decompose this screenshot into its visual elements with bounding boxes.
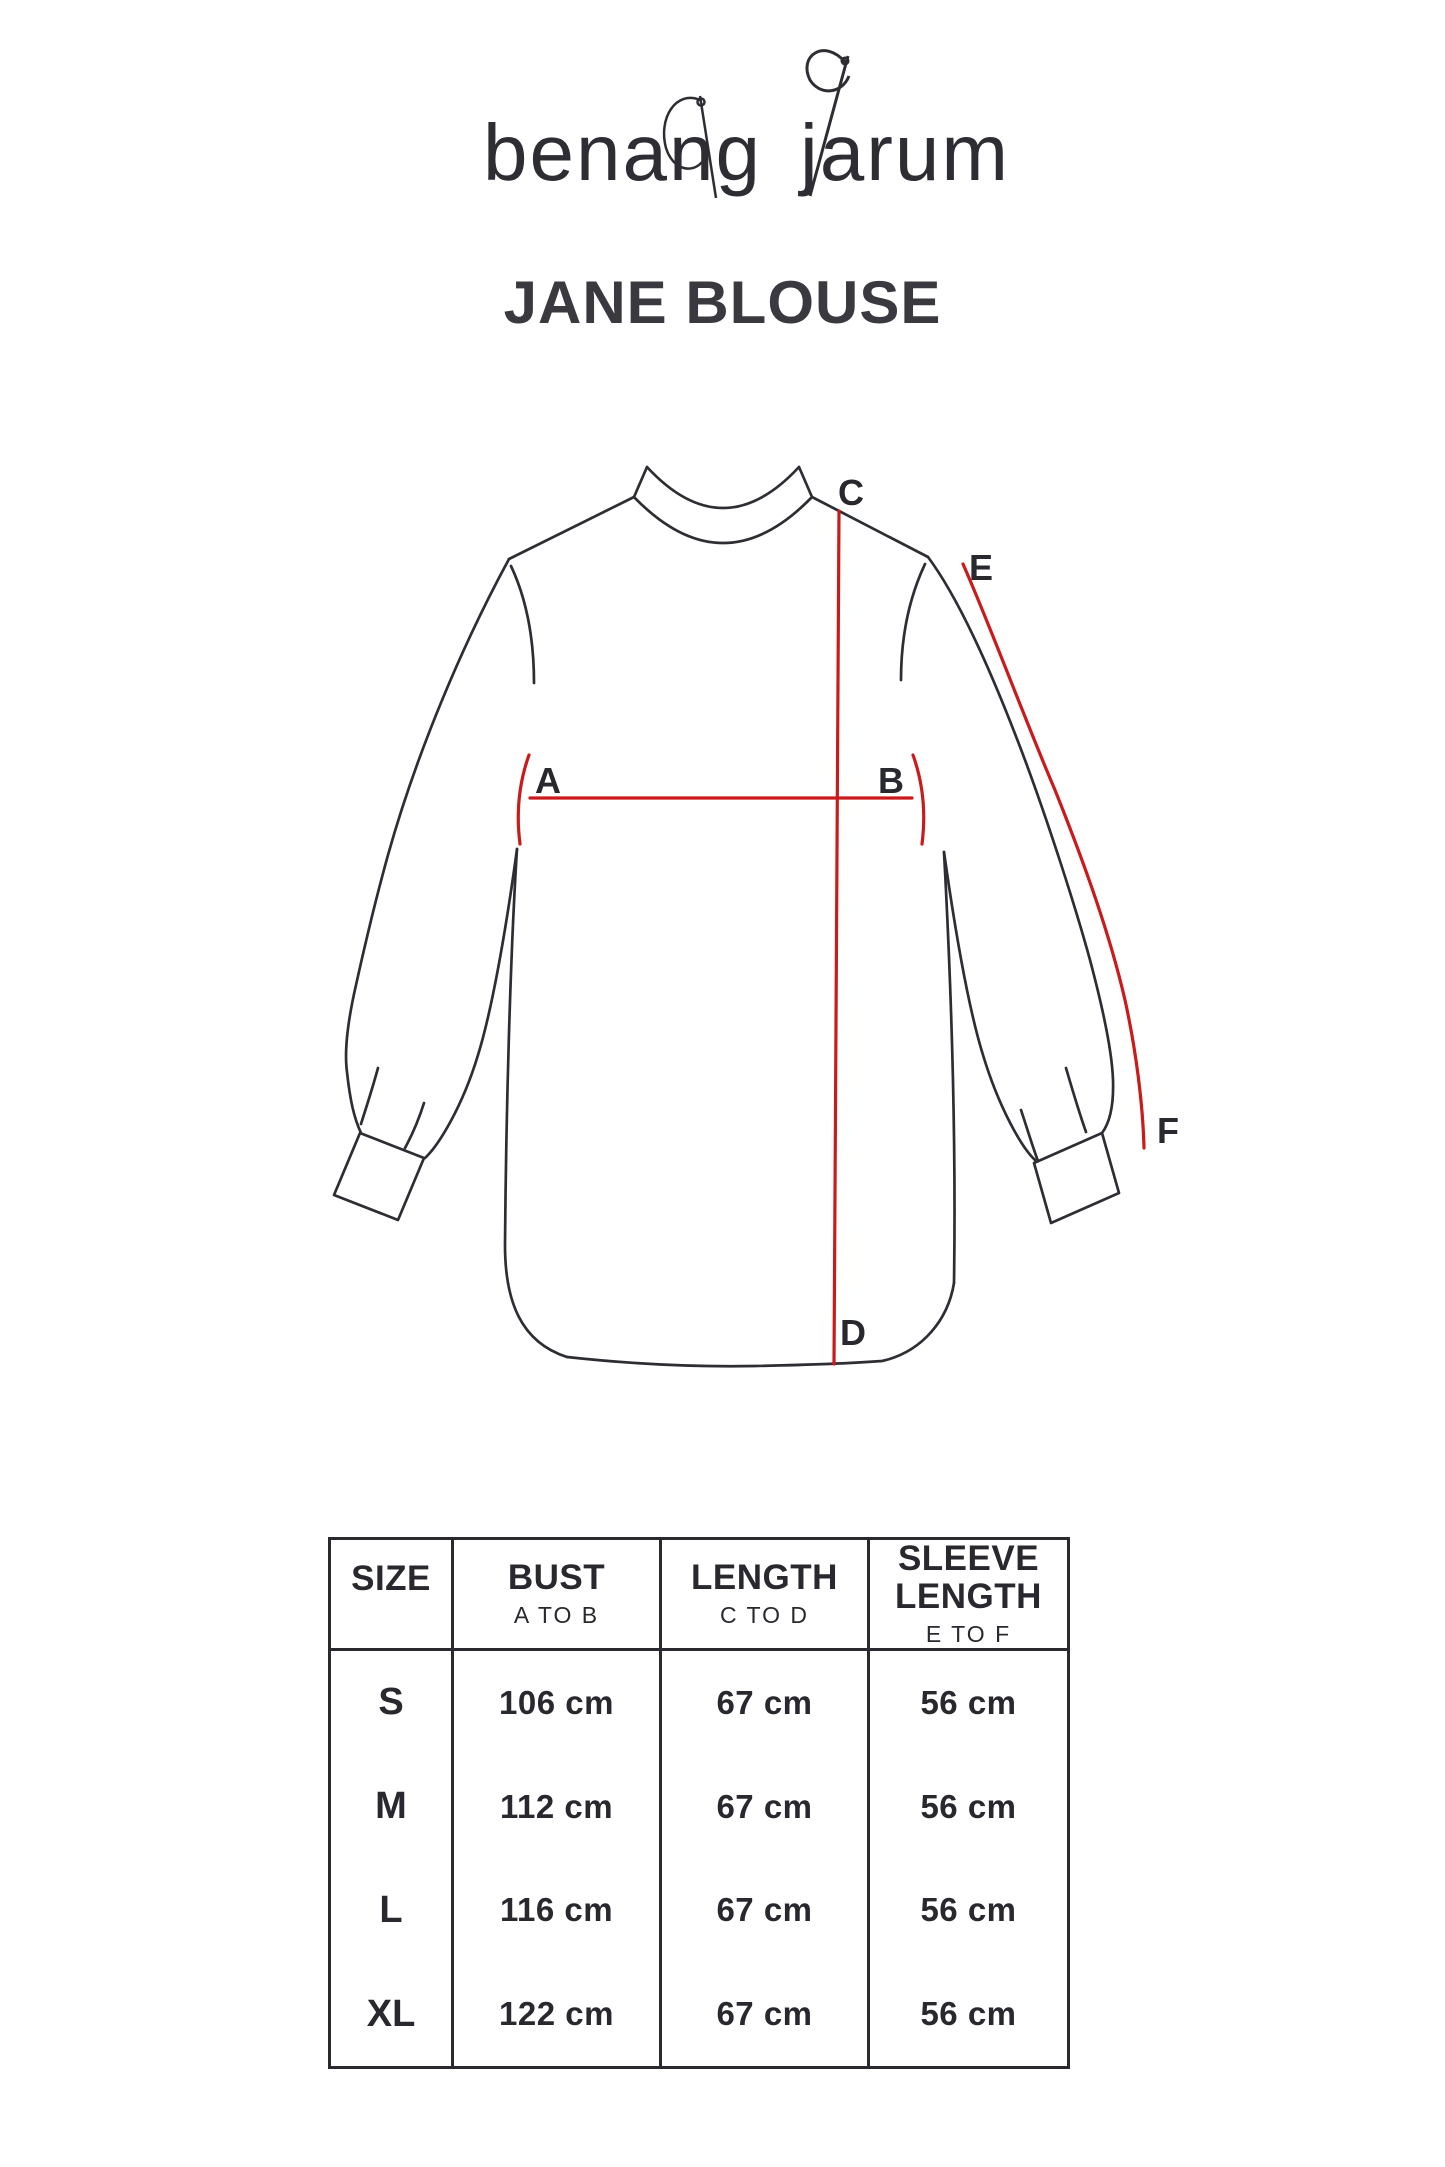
logo-word-benang: benang — [483, 108, 762, 197]
body-hem — [565, 1281, 956, 1368]
shoulder-right — [810, 495, 930, 559]
label-e: E — [969, 547, 993, 588]
column-header-label: SLEEVE LENGTH — [895, 1539, 1042, 1616]
needle-icon — [805, 49, 851, 197]
measurement-labels: A B C D E F — [535, 472, 1179, 1353]
cuff-right — [1032, 1131, 1121, 1225]
column-header-sublabel: A TO B — [513, 1602, 600, 1629]
label-f: F — [1157, 1110, 1179, 1151]
sleeve-left-gather-2 — [403, 1101, 426, 1150]
size-table: SIZE BUST A TO B LENGTH C TO D SLEEVE LE… — [328, 1537, 1070, 2069]
sleeve-right-inner — [942, 850, 1037, 1162]
sleeve-line-e-f — [961, 562, 1146, 1150]
body-right-edge — [942, 850, 956, 1285]
column-header-label: LENGTH — [691, 1557, 838, 1597]
table-cell-length: 67 cm — [659, 1651, 867, 1755]
measurement-lines — [516, 509, 1146, 1366]
armhole-seam-left — [509, 564, 536, 685]
label-b: B — [878, 760, 904, 801]
table-cell-length: 67 cm — [659, 1858, 867, 1963]
sleeve-right-outer — [926, 555, 1115, 1135]
collar-right-edge — [797, 465, 814, 499]
armhole-seam-right — [899, 562, 927, 682]
sleeve-right-gather-1 — [1064, 1066, 1088, 1134]
brand-logo: benang jarum — [483, 49, 1010, 199]
sleeve-right-gather-2 — [1019, 1108, 1040, 1163]
bust-bracket-b — [911, 753, 926, 846]
table-cell-length: 67 cm — [659, 1962, 867, 2066]
cuff-left — [332, 1131, 426, 1222]
label-a: A — [535, 760, 561, 801]
size-table-header-size: SIZE — [331, 1540, 451, 1651]
sleeve-left-inner — [423, 847, 519, 1160]
body-left-edge — [503, 847, 569, 1359]
sleeve-left-outer — [344, 557, 511, 1135]
table-cell-sleeve: 56 cm — [867, 1858, 1067, 1963]
column-header-label: BUST — [507, 1557, 606, 1597]
table-cell-sleeve: 56 cm — [867, 1962, 1067, 2066]
size-table-header-bust: BUST A TO B — [451, 1540, 659, 1651]
shoulder-left — [507, 495, 636, 561]
table-cell-bust: 106 cm — [451, 1651, 659, 1755]
bust-bracket-a — [516, 753, 531, 846]
label-c: C — [838, 472, 864, 513]
table-cell-size: XL — [366, 1992, 416, 2035]
collar-outer-arc — [645, 465, 801, 510]
thread-loop-icon — [662, 95, 718, 199]
table-cell-bust: 116 cm — [451, 1858, 659, 1963]
product-title: JANE BLOUSE — [503, 269, 942, 336]
table-cell-sleeve: 56 cm — [867, 1651, 1067, 1755]
table-cell-size: L — [379, 1888, 403, 1931]
logo-word-jarum: jarum — [798, 108, 1010, 197]
table-cell-size: S — [378, 1681, 404, 1724]
table-cell-bust: 122 cm — [451, 1962, 659, 2066]
collar-left-edge — [632, 465, 649, 499]
table-cell-length: 67 cm — [659, 1754, 867, 1859]
column-header-label: SIZE — [351, 1559, 431, 1599]
table-cell-size: M — [375, 1785, 407, 1828]
column-header-sublabel: E TO F — [925, 1620, 1012, 1647]
size-table-header-length: LENGTH C TO D — [659, 1540, 867, 1651]
collar-inner-arc — [632, 495, 814, 545]
table-cell-sleeve: 56 cm — [867, 1754, 1067, 1859]
length-line-c-d — [832, 509, 841, 1366]
table-cell-bust: 112 cm — [451, 1754, 659, 1859]
blouse-outline — [332, 465, 1121, 1368]
size-table-header-sleeve-length: SLEEVE LENGTH E TO F — [867, 1540, 1067, 1651]
column-header-sublabel: C TO D — [719, 1602, 810, 1629]
sleeve-left-gather-1 — [359, 1066, 380, 1126]
label-d: D — [840, 1312, 866, 1353]
